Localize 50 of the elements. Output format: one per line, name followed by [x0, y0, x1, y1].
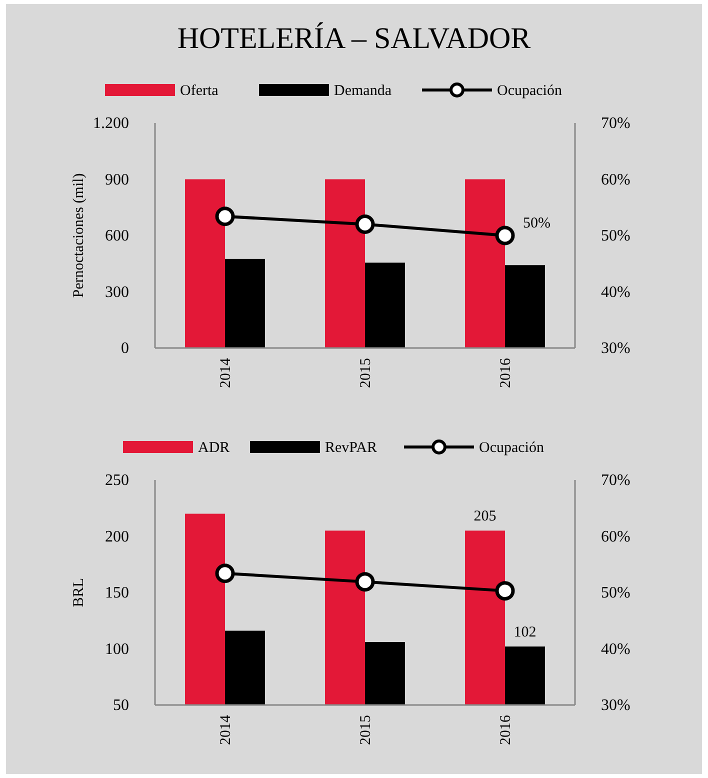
x-tick-label: 2016 — [498, 714, 514, 745]
point — [355, 572, 375, 592]
y-tick-label: 250 — [105, 472, 129, 489]
bar — [505, 265, 545, 348]
bar — [185, 179, 225, 348]
y2-tick-label: 40% — [601, 284, 630, 301]
y2-tick-label: 70% — [601, 472, 630, 489]
point — [355, 214, 375, 234]
y-tick-label: 50 — [113, 697, 129, 714]
y-tick-label: 1.200 — [93, 115, 129, 132]
data-label: 50% — [523, 216, 550, 232]
x-tick-label: 2016 — [498, 358, 514, 388]
bar — [225, 258, 265, 348]
point — [215, 206, 235, 226]
chart-title: HOTELERÍA – SALVADOR — [177, 22, 531, 55]
x-tick-label: 2015 — [358, 715, 374, 745]
x-tick-label: 2014 — [218, 358, 234, 388]
y2-tick-label: 50% — [601, 228, 630, 244]
y2-tick-label: 50% — [601, 584, 630, 602]
x-tick-label: 2014 — [218, 714, 234, 745]
y-tick-label: 900 — [105, 171, 129, 188]
y2-tick-label: 70% — [601, 115, 630, 132]
legend-label: Ocupación — [479, 440, 544, 456]
legend-label: Ocupación — [497, 83, 562, 99]
y-tick-label: 150 — [105, 584, 129, 602]
point — [215, 564, 235, 584]
data-label: 102 — [514, 624, 536, 640]
y2-tick-label: 30% — [601, 697, 630, 714]
data-label: 205 — [474, 508, 496, 525]
y2-tick-label: 30% — [601, 340, 630, 357]
point — [495, 226, 515, 246]
point — [495, 581, 515, 601]
bar — [365, 262, 405, 348]
y-axis-title: Pernoctaciones (mil) — [71, 173, 87, 298]
y2-tick-label: 60% — [601, 528, 630, 546]
legend-label: RevPAR — [325, 440, 377, 456]
legend-label: Oferta — [180, 83, 219, 99]
bar — [325, 179, 365, 348]
legend-label: ADR — [198, 440, 230, 456]
y2-tick-label: 60% — [601, 171, 630, 188]
y-tick-label: 100 — [105, 640, 129, 658]
bar — [465, 179, 505, 348]
x-tick-label: 2015 — [358, 358, 374, 388]
legend-label: Demanda — [334, 83, 392, 99]
y2-tick-label: 40% — [601, 640, 630, 658]
y-tick-label: 0 — [121, 340, 129, 357]
y-tick-label: 600 — [105, 228, 129, 244]
y-axis-title: BRL — [71, 578, 87, 608]
y-tick-label: 200 — [105, 528, 129, 546]
y-tick-label: 300 — [105, 284, 129, 301]
